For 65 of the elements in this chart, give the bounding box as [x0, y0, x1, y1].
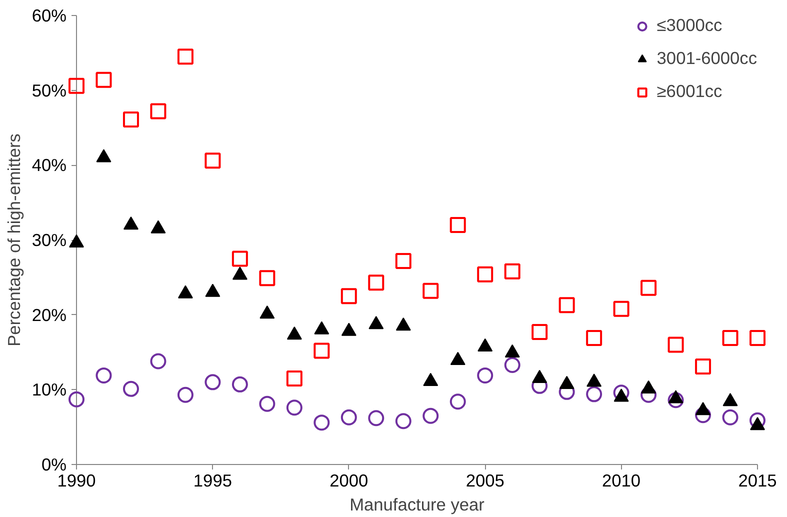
point: [259, 396, 276, 412]
point: [422, 282, 439, 299]
point: [340, 288, 357, 304]
point: [668, 336, 684, 353]
point: [314, 414, 330, 431]
y-axis-title: Percentage of high-emitters: [4, 133, 24, 346]
point: [150, 103, 166, 120]
point: [177, 48, 194, 65]
point: [122, 112, 139, 128]
point: [204, 152, 221, 169]
point: [68, 78, 84, 94]
point: [695, 358, 712, 374]
point: [722, 330, 738, 346]
y-tick-label: 20%: [32, 304, 67, 325]
point: [122, 380, 139, 397]
point: [68, 391, 84, 408]
point: [96, 72, 112, 88]
x-tick-label: 2005: [466, 470, 504, 490]
y-tick-label: 60%: [32, 6, 67, 26]
legend-label: ≥6001cc: [656, 81, 722, 102]
legend-label: ≤3000cc: [656, 15, 722, 36]
legend-label: 3001-6000cc: [656, 48, 757, 69]
point: [750, 330, 766, 346]
x-tick-label: 1995: [193, 470, 232, 490]
point: [695, 407, 712, 424]
point: [586, 330, 602, 346]
point: [368, 274, 384, 291]
point: [259, 270, 276, 286]
y-tick-label: 30%: [32, 230, 67, 250]
point: [368, 410, 384, 426]
point: [532, 324, 548, 340]
point: [668, 392, 684, 408]
x-tick-label: 2000: [330, 470, 368, 490]
point: [477, 367, 494, 384]
point: [232, 376, 248, 392]
point: [204, 374, 221, 390]
point: [177, 386, 194, 403]
point: [504, 356, 520, 373]
point: [640, 280, 657, 296]
point: [750, 412, 766, 428]
point: [286, 370, 302, 386]
point: [722, 409, 738, 426]
point: [477, 266, 494, 282]
point: [450, 394, 466, 410]
point: [395, 413, 412, 430]
point: [613, 300, 630, 317]
point: [314, 342, 330, 359]
x-axis-title: Manufacture year: [350, 494, 485, 514]
y-tick-label: 10%: [32, 380, 67, 400]
point: [150, 353, 166, 370]
point: [450, 217, 466, 234]
point: [340, 409, 357, 426]
y-tick-label: 50%: [32, 80, 67, 100]
x-tick-label: 2010: [602, 470, 641, 490]
point: [286, 400, 302, 416]
point: [640, 386, 657, 403]
y-tick-label: 40%: [32, 155, 67, 176]
point: [422, 408, 439, 424]
point: [558, 297, 575, 314]
point: [586, 386, 602, 402]
x-tick-label: 2015: [738, 470, 777, 490]
point: [232, 250, 248, 267]
point: [504, 263, 520, 280]
point: [395, 252, 412, 269]
point: [96, 367, 112, 384]
